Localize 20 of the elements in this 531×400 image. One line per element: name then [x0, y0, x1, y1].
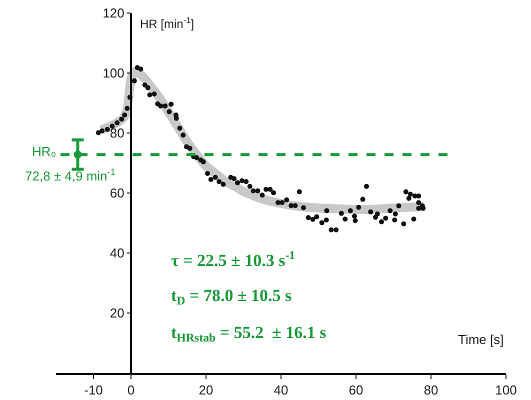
y-axis-title: HR [min$^{-1}$] [140, 15, 194, 32]
annotation: HR₀ [32, 144, 56, 159]
x-tick-label: 80 [424, 382, 438, 398]
y-tick-label: 100 [102, 66, 124, 81]
x-tick-label: 100 [495, 382, 517, 398]
annotation: 72,8 ± 4,9 min$^{-1}$ [25, 167, 116, 184]
x-tick-label: 20 [198, 382, 214, 398]
y-tick-label: 20 [110, 306, 124, 321]
x-tick-label: 60 [348, 382, 364, 398]
y-tick-label: 40 [110, 246, 124, 261]
x-axis-title: Time [s] [458, 332, 504, 347]
y-tick-label: 60 [110, 186, 124, 201]
y-tick-label: 80 [110, 126, 124, 141]
x-tick-label: 0 [127, 382, 135, 398]
x-tick-label: 40 [274, 382, 288, 398]
annotation: t$_{HRstab}$ = 55.2 ± 16.1 s [171, 323, 327, 345]
annotation: τ = 22.5 ± 10.3 s$^{-1}$ [171, 248, 296, 270]
annotation: t$_{D}$ = 78.0 ± 10.5 s [171, 286, 292, 308]
y-tick-label: 120 [102, 6, 124, 21]
x-tick-label: -10 [84, 382, 103, 398]
